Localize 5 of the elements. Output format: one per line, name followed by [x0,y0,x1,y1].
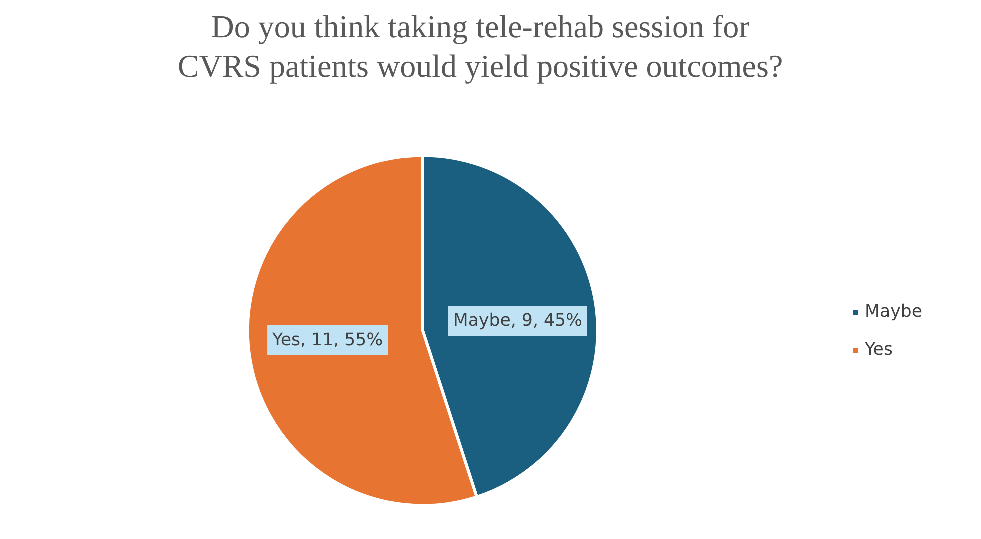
chart-title: Do you think taking tele-rehab session for CVRS patients would yield positive outcomes? [178,8,784,84]
data-label: Maybe, 9, 45% [453,311,582,332]
data-label: Yes, 11, 55% [272,330,384,350]
legend-label: Maybe [865,302,922,322]
legend-label: Yes [865,340,893,360]
